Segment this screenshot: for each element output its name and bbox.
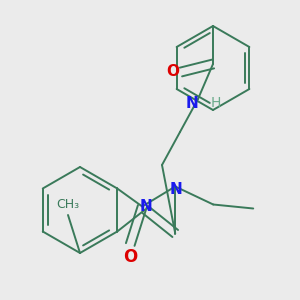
- Text: N: N: [170, 182, 183, 197]
- Text: O: O: [123, 248, 137, 266]
- Text: N: N: [186, 95, 198, 110]
- Text: H: H: [211, 96, 221, 110]
- Text: CH₃: CH₃: [56, 199, 80, 212]
- Text: O: O: [167, 64, 179, 80]
- Text: N: N: [140, 199, 153, 214]
